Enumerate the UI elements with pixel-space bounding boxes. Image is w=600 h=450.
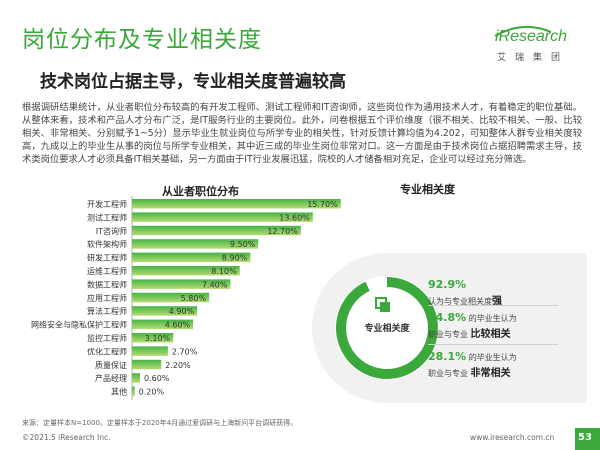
copyright: ©2021.5 iResearch Inc.: [22, 433, 111, 442]
bar-category-label: 数据工程师: [87, 279, 127, 289]
position-distribution-bar-chart: 开发工程师 15.70% 测试工程师 13.60% IT咨询师 12.70% 软件架构师 9.…: [31, 196, 341, 400]
bar: [132, 292, 210, 303]
relevance-title: 专业相关度: [400, 183, 455, 196]
relevance-donut-chart: [335, 276, 439, 380]
bar-category-label: 运维工程师: [87, 266, 127, 276]
bar: [132, 266, 240, 276]
bar-category-label: 测试工程师: [87, 212, 127, 222]
bar: [132, 212, 313, 222]
bar-category-label: 产品经理: [95, 373, 127, 383]
stat-very-relevant-em: 非常相关: [470, 368, 511, 379]
stat-strong-pct: 92.9%: [428, 278, 467, 291]
stat-relevant-em: 比较相关: [470, 329, 511, 340]
stat-relevant-desc: 的毕业生认为: [468, 314, 517, 323]
layers-icon: [375, 297, 390, 312]
page-subtitle: 技术岗位占据主导，专业相关度普遍较高: [40, 72, 346, 92]
stat-relevant-pct: 64.8%: [428, 311, 467, 324]
bar-value-label: 13.60%: [279, 213, 310, 222]
bar-value-label: 12.70%: [267, 227, 298, 236]
bar: [132, 306, 198, 316]
bar: [132, 359, 162, 370]
bar: [132, 373, 140, 383]
donut-ring: [336, 277, 438, 379]
stat-very-relevant-desc: 的毕业生认为: [468, 353, 517, 362]
bar-value-label: 4.60%: [165, 321, 191, 330]
source-note: 来源：定量样本N=1000。定量样本于2020年4月通过爱调研与上海新问平台调研…: [22, 419, 298, 427]
bar-value-label: 4.90%: [169, 307, 195, 316]
stat-very-relevant-desc2: 职业与专业: [428, 369, 468, 378]
bar-value-label: 7.40%: [202, 280, 228, 289]
bar: [132, 225, 301, 236]
bar-category-label: 质量保证: [95, 360, 127, 370]
bar-value-label: 9.50%: [230, 240, 256, 249]
bar-value-label: 0.60%: [144, 374, 170, 383]
stat-divider: [428, 305, 558, 306]
bar-category-label: 算法工程师: [87, 306, 127, 316]
bar-value-label: 15.70%: [307, 200, 338, 209]
iresearch-logo: iResearch 艾瑞集团: [494, 25, 590, 68]
bar-category-label: 开发工程师: [87, 199, 127, 209]
bar-category-label: IT咨询师: [96, 226, 127, 236]
bar-value-label: 5.80%: [181, 294, 207, 303]
stat-strong-desc-text: 认为与专业相关度: [428, 297, 492, 306]
bar-chart-title: 从业者职位分布: [162, 185, 239, 198]
logo-cn-text: 艾瑞集团: [497, 53, 570, 63]
stat-relevant: 64.8% 的毕业生认为 职业与专业 比较相关: [428, 311, 517, 340]
stat-relevant-line2: 职业与专业 比较相关: [428, 325, 517, 340]
donut-background: [335, 276, 439, 380]
stat-strong: 92.9% 认为与专业相关度强: [428, 278, 502, 307]
bar-value-label: 3.10%: [145, 334, 171, 343]
stat-strong-desc: 认为与专业相关度强: [428, 292, 502, 307]
stat-divider: [428, 344, 558, 345]
stat-relevant-desc2: 职业与专业: [428, 330, 468, 339]
bar-category-label: 其他: [111, 387, 127, 397]
logo-arc-icon: [494, 25, 552, 37]
stat-very-relevant-line2: 职业与专业 非常相关: [428, 364, 517, 379]
bar-value-label: 0.20%: [139, 388, 165, 397]
bar: [132, 333, 174, 343]
bar: [132, 199, 341, 209]
bar-category-label: 监控工程师: [87, 333, 127, 343]
bar-category-label: 优化工程师: [87, 346, 127, 356]
bar-category-label: 软件架构师: [87, 239, 127, 249]
bar-category-label: 研发工程师: [87, 253, 127, 263]
bar-category-label: 应用工程师: [87, 293, 127, 303]
bar: [132, 279, 231, 289]
bar-value-label: 2.70%: [172, 347, 198, 356]
page-number-tab: [575, 428, 600, 450]
stat-very-relevant: 28.1% 的毕业生认为 职业与专业 非常相关: [428, 350, 517, 379]
page-title: 岗位分布及专业相关度: [22, 27, 262, 53]
bar-value-label: 8.90%: [222, 254, 248, 263]
stat-very-relevant-pct: 28.1%: [428, 350, 467, 363]
bar: [132, 346, 168, 356]
donut-center-label: 专业相关度: [364, 324, 410, 334]
bar: [132, 252, 251, 263]
stat-strong-em: 强: [492, 296, 502, 307]
bar-category-label: 网络安全与隐私保护工程师: [31, 320, 127, 330]
body-paragraph: 根据调研结果统计，从业者职位分布较高的有开发工程师、测试工程师和IT咨询师，这些…: [22, 102, 582, 165]
bar-value-label: 8.10%: [211, 267, 237, 276]
page-number: 53: [578, 432, 592, 443]
bar: [132, 239, 259, 249]
website-link[interactable]: www.iresearch.com.cn: [470, 433, 555, 442]
bar-value-label: 2.20%: [165, 361, 191, 370]
bar: [132, 386, 135, 397]
bar: [132, 319, 194, 330]
logo-wordmark: iResearch: [495, 28, 568, 45]
